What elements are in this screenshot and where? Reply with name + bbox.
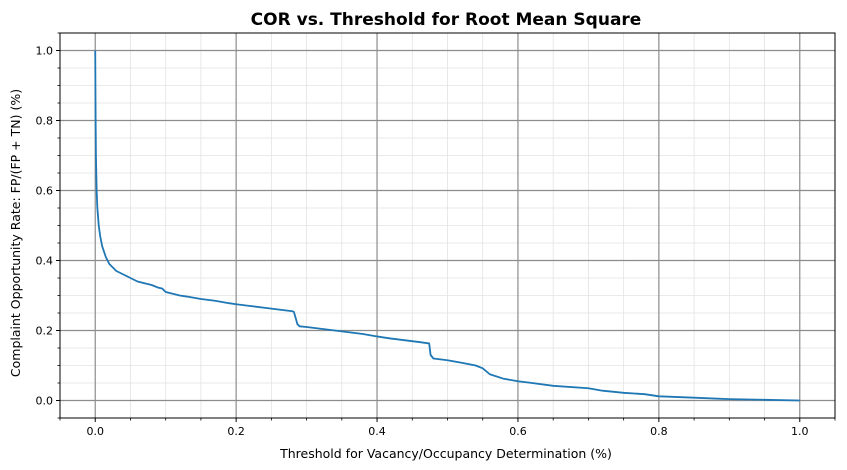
y-tick-label: 0.4 xyxy=(36,255,54,268)
x-tick-label: 0.8 xyxy=(650,425,668,438)
x-tick-label: 0.4 xyxy=(368,425,386,438)
chart-title: COR vs. Threshold for Root Mean Square xyxy=(251,10,642,30)
x-axis-label: Threshold for Vacancy/Occupancy Determin… xyxy=(279,446,612,461)
y-axis-ticks: 0.0 0.2 0.4 0.6 0.8 1.0 xyxy=(36,32,60,419)
x-axis-ticks: 0.0 0.2 0.4 0.6 0.8 1.0 xyxy=(59,418,836,438)
y-tick-label: 0.8 xyxy=(36,115,54,128)
series-layer xyxy=(94,50,800,402)
x-tick-label: 0.2 xyxy=(227,425,245,438)
x-tick-label: 1.0 xyxy=(791,425,809,438)
y-tick-label: 1.0 xyxy=(36,45,54,58)
y-tick-label: 0.6 xyxy=(36,185,54,198)
y-tick-label: 0.0 xyxy=(36,395,54,408)
x-tick-label: 0.6 xyxy=(509,425,527,438)
y-axis-label: Complaint Opportunity Rate: FP/(FP + TN)… xyxy=(8,89,23,377)
x-tick-label: 0.0 xyxy=(86,425,104,438)
series-line-1 xyxy=(94,50,800,402)
minor-grid xyxy=(59,32,836,419)
y-tick-label: 0.2 xyxy=(36,325,54,338)
major-grid xyxy=(60,33,835,418)
